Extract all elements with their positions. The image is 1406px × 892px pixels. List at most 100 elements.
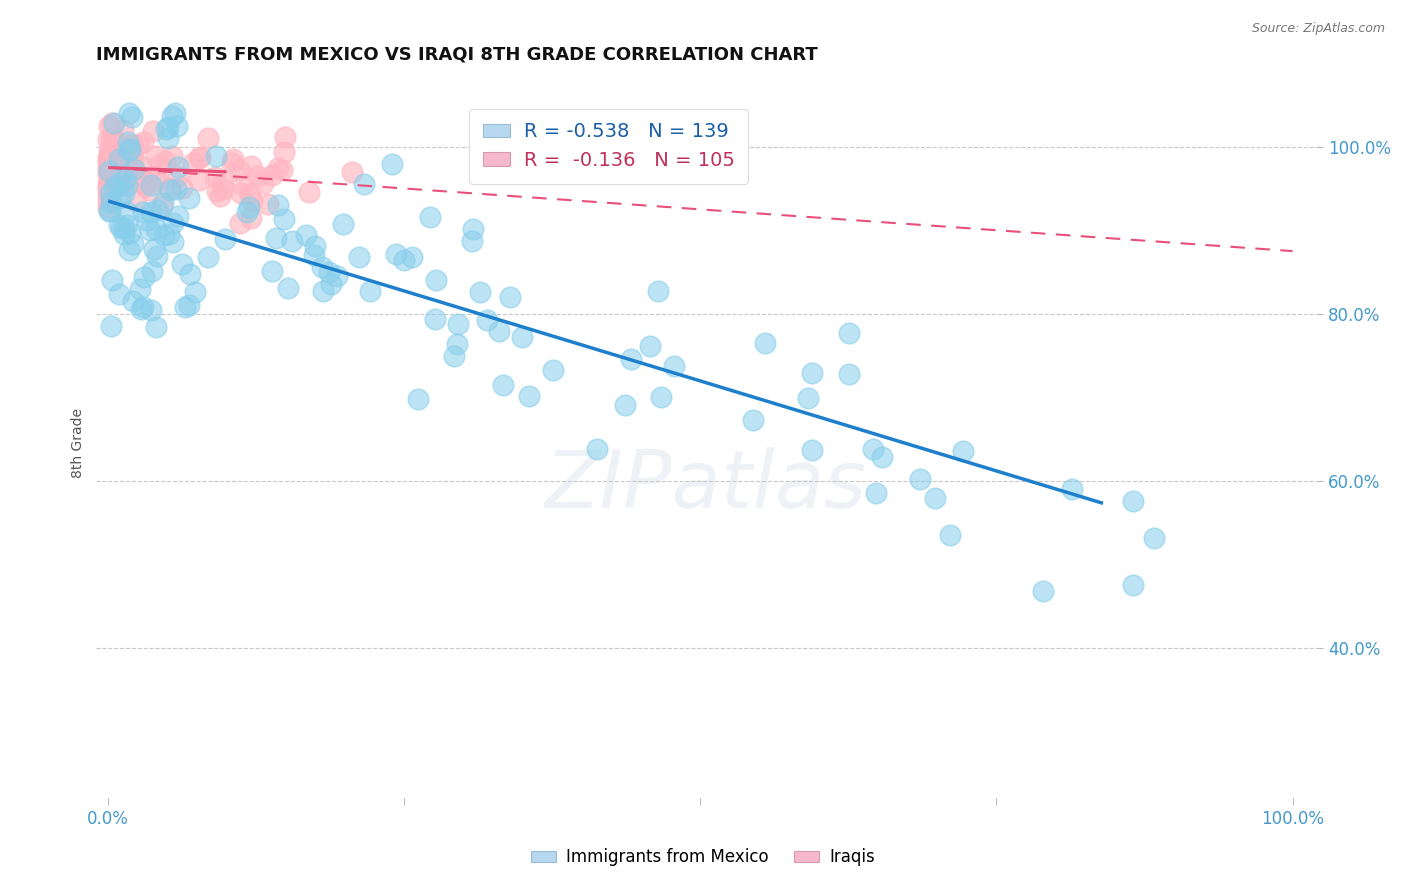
- Point: [101, 273, 124, 287]
- Point: [101, 169, 124, 184]
- Point: [231, 186, 253, 200]
- Point: [865, 485, 887, 500]
- Point: [139, 303, 162, 318]
- Point: [271, 162, 294, 177]
- Point: [152, 196, 174, 211]
- Point: [862, 442, 884, 457]
- Point: [319, 277, 342, 291]
- Point: [101, 183, 124, 197]
- Point: [118, 157, 141, 171]
- Point: [105, 170, 128, 185]
- Point: [120, 154, 142, 169]
- Point: [160, 110, 183, 124]
- Point: [240, 194, 263, 208]
- Point: [184, 285, 207, 300]
- Point: [112, 227, 135, 242]
- Point: [1122, 494, 1144, 508]
- Point: [103, 133, 125, 147]
- Point: [165, 182, 187, 196]
- Text: Source: ZipAtlas.com: Source: ZipAtlas.com: [1251, 22, 1385, 36]
- Point: [179, 191, 201, 205]
- Point: [924, 491, 946, 506]
- Point: [267, 161, 290, 175]
- Point: [238, 200, 260, 214]
- Point: [98, 203, 121, 218]
- Point: [754, 336, 776, 351]
- Point: [139, 183, 162, 197]
- Point: [197, 131, 219, 145]
- Point: [222, 152, 245, 166]
- Point: [302, 248, 325, 262]
- Point: [134, 177, 156, 191]
- Point: [97, 155, 120, 169]
- Point: [103, 141, 125, 155]
- Point: [1143, 532, 1166, 546]
- Point: [585, 442, 607, 456]
- Point: [273, 145, 295, 160]
- Point: [103, 168, 125, 182]
- Point: [211, 176, 233, 190]
- Point: [157, 227, 180, 241]
- Point: [100, 194, 122, 209]
- Point: [401, 250, 423, 264]
- Point: [122, 294, 145, 309]
- Point: [110, 152, 132, 166]
- Point: [298, 186, 321, 200]
- Point: [499, 290, 522, 304]
- Point: [179, 297, 201, 311]
- Point: [153, 227, 176, 242]
- Point: [340, 165, 363, 179]
- Point: [838, 367, 860, 381]
- Point: [108, 219, 131, 233]
- Point: [117, 172, 139, 186]
- Point: [98, 150, 121, 164]
- Point: [97, 161, 120, 176]
- Point: [131, 169, 153, 184]
- Point: [188, 150, 211, 164]
- Point: [512, 330, 534, 344]
- Point: [108, 179, 131, 194]
- Point: [281, 234, 304, 248]
- Point: [488, 324, 510, 338]
- Point: [101, 171, 124, 186]
- Point: [97, 149, 120, 163]
- Point: [209, 189, 232, 203]
- Point: [143, 242, 166, 256]
- Point: [101, 143, 124, 157]
- Point: [121, 237, 143, 252]
- Point: [228, 163, 250, 178]
- Point: [1060, 482, 1083, 496]
- Point: [162, 235, 184, 249]
- Point: [100, 318, 122, 333]
- Point: [179, 267, 201, 281]
- Point: [132, 204, 155, 219]
- Point: [156, 130, 179, 145]
- Point: [97, 161, 120, 176]
- Point: [838, 326, 860, 340]
- Point: [650, 390, 672, 404]
- Point: [252, 177, 274, 191]
- Point: [132, 270, 155, 285]
- Point: [221, 156, 243, 170]
- Point: [613, 398, 636, 412]
- Point: [166, 160, 188, 174]
- Point: [519, 389, 541, 403]
- Point: [162, 216, 184, 230]
- Point: [108, 287, 131, 301]
- Point: [460, 234, 482, 248]
- Point: [127, 137, 149, 152]
- Point: [910, 472, 932, 486]
- Point: [139, 223, 162, 237]
- Point: [470, 285, 492, 299]
- Point: [159, 183, 181, 197]
- Point: [118, 142, 141, 156]
- Point: [157, 120, 180, 134]
- Legend: R = -0.538   N = 139, R =  -0.136   N = 105: R = -0.538 N = 139, R = -0.136 N = 105: [470, 109, 748, 184]
- Point: [228, 215, 250, 229]
- Point: [212, 182, 235, 196]
- Point: [172, 180, 194, 194]
- Point: [181, 156, 204, 170]
- Point: [98, 169, 121, 183]
- Text: ZIPatlas: ZIPatlas: [546, 447, 868, 524]
- Point: [134, 179, 156, 194]
